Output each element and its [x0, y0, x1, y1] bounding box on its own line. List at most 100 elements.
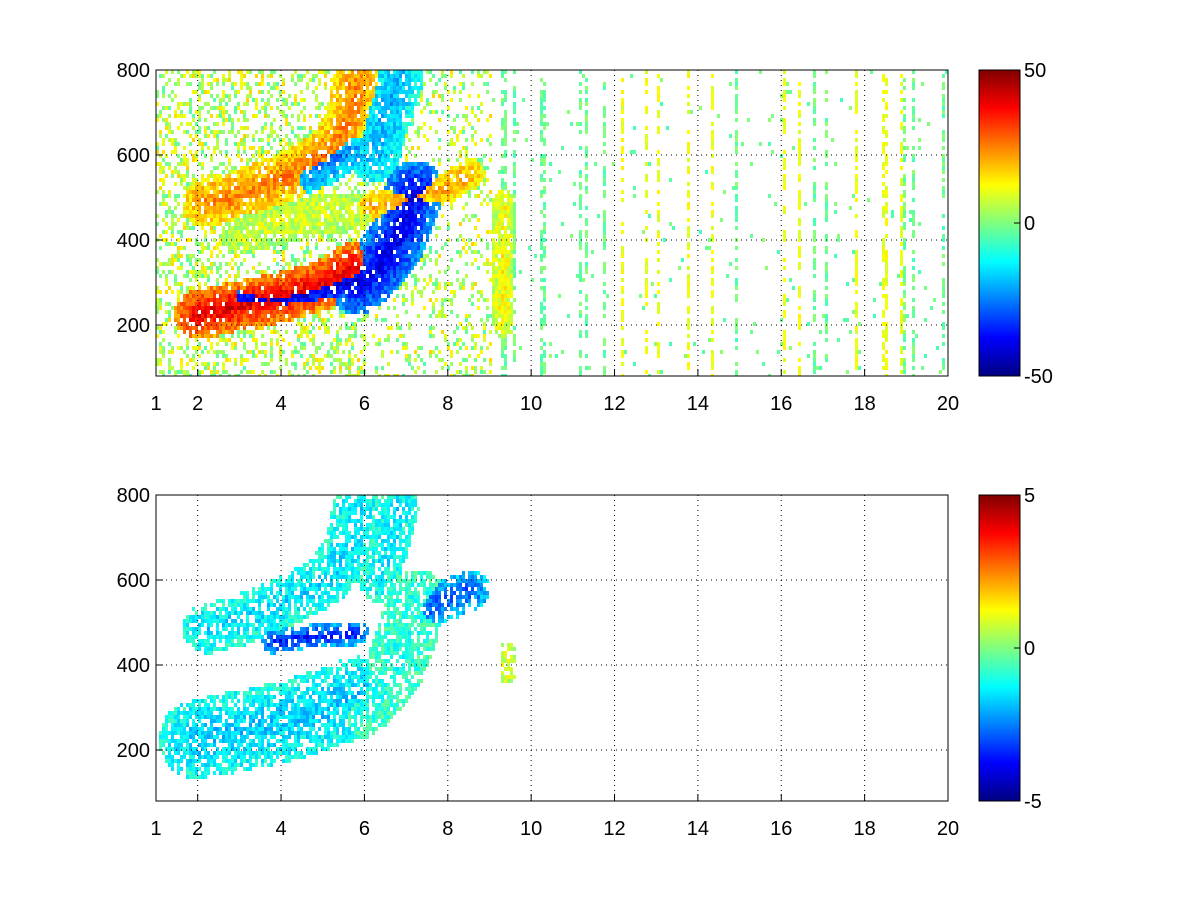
heatmap-cell: [447, 198, 450, 202]
heatmap-cell: [357, 222, 360, 226]
heatmap-cell: [300, 158, 303, 162]
heatmap-cell: [219, 182, 222, 186]
heatmap-cell: [357, 126, 360, 130]
heatmap-cell: [237, 214, 240, 218]
heatmap-cell: [333, 162, 336, 166]
heatmap-cell: [270, 198, 273, 202]
heatmap-cell: [291, 298, 294, 302]
heatmap-cell: [294, 158, 297, 162]
heatmap-cell: [255, 326, 258, 330]
heatmap-cell: [399, 194, 402, 198]
heatmap-cell: [291, 270, 294, 274]
heatmap-cell: [336, 70, 339, 74]
heatmap-cell: [336, 278, 339, 282]
heatmap-cell: [483, 358, 486, 362]
heatmap-cell: [495, 326, 498, 330]
heatmap-cell: [288, 230, 291, 234]
heatmap-cell: [261, 206, 264, 210]
heatmap-cell: [339, 94, 342, 98]
heatmap-cell: [339, 86, 342, 90]
heatmap-cell: [339, 206, 342, 210]
heatmap-cell: [426, 186, 429, 190]
heatmap-cell: [420, 242, 423, 246]
heatmap-cell: [378, 126, 381, 130]
heatmap-cell: [321, 162, 324, 166]
heatmap-cell: [354, 90, 357, 94]
heatmap-cell: [291, 230, 294, 234]
heatmap-cell: [279, 74, 282, 78]
heatmap-cell: [381, 230, 384, 234]
heatmap-cell: [450, 302, 453, 306]
heatmap-cell: [336, 254, 339, 258]
heatmap-cell: [204, 314, 207, 318]
heatmap-cell: [303, 150, 306, 154]
heatmap-cell: [465, 174, 468, 178]
heatmap-cell: [408, 170, 411, 174]
heatmap-cell: [303, 146, 306, 150]
heatmap-cell: [180, 306, 183, 310]
heatmap-cell: [330, 226, 333, 230]
heatmap-cell: [387, 246, 390, 250]
heatmap-cell: [228, 98, 231, 102]
heatmap-cell: [369, 206, 372, 210]
heatmap-cell: [306, 246, 309, 250]
heatmap-cell: [186, 270, 189, 274]
heatmap-cell: [357, 146, 360, 150]
heatmap-cell: [231, 238, 234, 242]
heatmap-cell: [381, 194, 384, 198]
heatmap-cell: [396, 114, 399, 118]
heatmap-cell: [207, 246, 210, 250]
heatmap-cell: [183, 370, 186, 374]
heatmap-cell: [411, 294, 414, 298]
heatmap-cell: [441, 174, 444, 178]
heatmap-cell: [378, 202, 381, 206]
heatmap-cell: [474, 162, 477, 166]
heatmap-cell: [285, 142, 288, 146]
heatmap-cell: [285, 122, 288, 126]
heatmap-cell: [393, 154, 396, 158]
heatmap-cell: [264, 310, 267, 314]
heatmap-cell: [462, 342, 465, 346]
heatmap-cell: [294, 174, 297, 178]
heatmap-cell: [471, 186, 474, 190]
heatmap-cell: [252, 338, 255, 342]
heatmap-cell: [453, 198, 456, 202]
heatmap-cell: [297, 102, 300, 106]
heatmap-cell: [369, 270, 372, 274]
heatmap-cell: [501, 98, 504, 102]
heatmap-cell: [324, 306, 327, 310]
heatmap-cell: [324, 274, 327, 278]
heatmap-cell: [342, 174, 345, 178]
heatmap-cell: [267, 318, 270, 322]
heatmap-cell: [399, 118, 402, 122]
heatmap-cell: [327, 226, 330, 230]
heatmap-cell: [345, 230, 348, 234]
heatmap-cell: [408, 106, 411, 110]
heatmap-cell: [396, 206, 399, 210]
heatmap-cell: [363, 306, 366, 310]
heatmap-cell: [378, 162, 381, 166]
heatmap-cell: [303, 182, 306, 186]
heatmap-cell: [423, 178, 426, 182]
heatmap-cell: [306, 242, 309, 246]
heatmap-cell: [366, 290, 369, 294]
heatmap-cell: [411, 114, 414, 118]
heatmap-cell: [216, 206, 219, 210]
heatmap-cell: [495, 306, 498, 310]
heatmap-cell: [186, 214, 189, 218]
heatmap-cell: [291, 210, 294, 214]
heatmap-cell: [444, 334, 447, 338]
heatmap-cell: [204, 130, 207, 134]
heatmap-cell: [432, 158, 435, 162]
heatmap-cell: [390, 174, 393, 178]
heatmap-cell: [390, 258, 393, 262]
heatmap-cell: [339, 298, 342, 302]
heatmap-cell: [417, 234, 420, 238]
heatmap-cell: [393, 178, 396, 182]
heatmap-cell: [345, 362, 348, 366]
heatmap-cell: [252, 146, 255, 150]
heatmap-cell: [351, 226, 354, 230]
heatmap-cell: [192, 310, 195, 314]
heatmap-cell: [501, 202, 504, 206]
heatmap-cell: [501, 294, 504, 298]
